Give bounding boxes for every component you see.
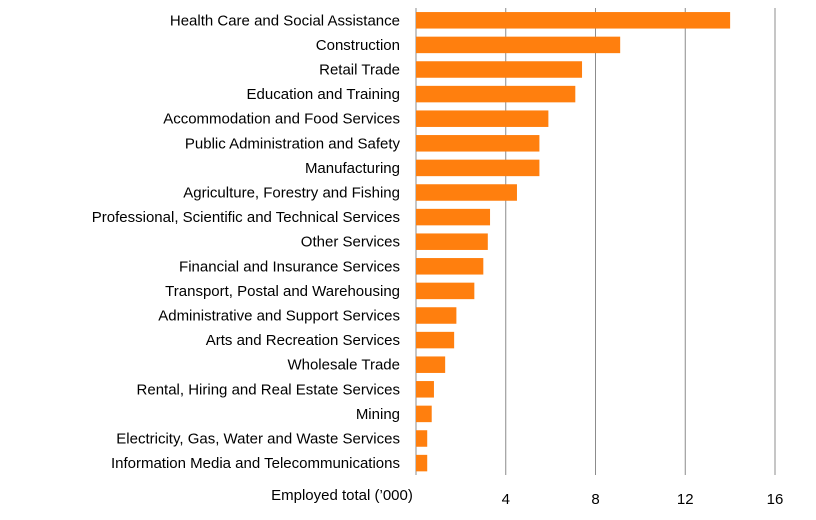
bar [416, 12, 731, 29]
bar [416, 405, 432, 423]
bar [416, 307, 457, 324]
category-label: Professional, Scientific and Technical S… [92, 209, 400, 226]
category-label: Arts and Recreation Services [206, 332, 400, 349]
bar [416, 381, 434, 398]
x-tick-labels: 4 8 12 16 [502, 491, 784, 508]
bar [416, 135, 540, 152]
category-label: Rental, Hiring and Real Estate Services [137, 381, 400, 398]
category-label: Mining [356, 406, 400, 423]
category-labels: Health Care and Social Assistance Constru… [92, 12, 401, 472]
bar [416, 356, 446, 373]
bar [416, 61, 583, 78]
bar [416, 110, 549, 127]
bar [416, 282, 475, 300]
bar [416, 184, 517, 201]
category-label: Education and Training [247, 86, 400, 103]
category-label: Health Care and Social Assistance [170, 12, 400, 29]
category-label: Agriculture, Forestry and Fishing [183, 185, 400, 202]
category-label: Other Services [301, 234, 400, 251]
category-label: Financial and Insurance Services [179, 258, 400, 275]
bars [416, 12, 731, 472]
x-tick-label: 4 [502, 491, 510, 508]
bar [416, 331, 455, 349]
category-label: Information Media and Telecommunications [111, 455, 400, 472]
category-label: Wholesale Trade [287, 357, 400, 374]
bar [416, 233, 488, 250]
bar [416, 454, 428, 472]
category-label: Electricity, Gas, Water and Waste Servic… [116, 431, 400, 448]
bar [416, 159, 540, 177]
category-label: Administrative and Support Services [158, 308, 400, 325]
x-axis-label: Employed total (’000) [271, 487, 413, 504]
category-label: Accommodation and Food Services [163, 111, 400, 128]
category-label: Construction [316, 37, 400, 54]
bar [416, 208, 491, 226]
bar [416, 36, 621, 54]
bar [416, 430, 428, 447]
x-tick-label: 16 [767, 491, 784, 508]
bar [416, 258, 484, 275]
category-label: Public Administration and Safety [185, 135, 401, 152]
x-tick-label: 12 [677, 491, 694, 508]
category-label: Manufacturing [305, 160, 400, 177]
category-label: Transport, Postal and Warehousing [165, 283, 400, 300]
category-label: Retail Trade [319, 62, 400, 79]
bar [416, 85, 576, 103]
x-tick-label: 8 [591, 491, 599, 508]
